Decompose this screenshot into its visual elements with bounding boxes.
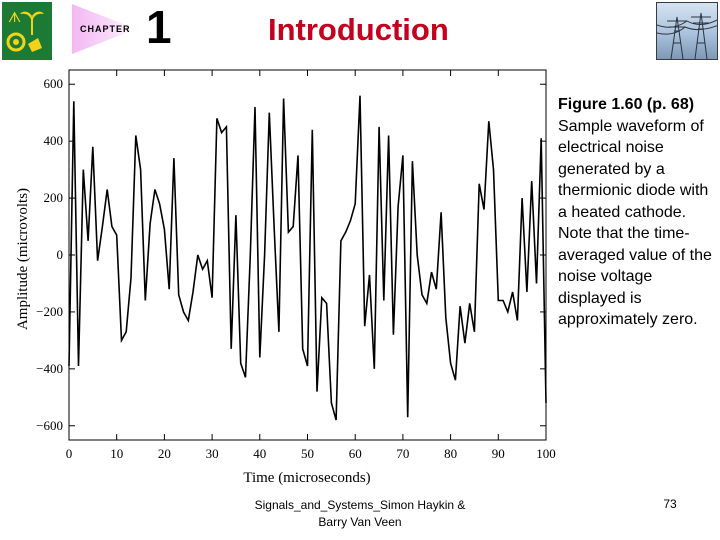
y-tick-label: 200 <box>44 190 64 205</box>
footer-source: Signals_and_Systems_Simon Haykin & Barry… <box>254 498 466 529</box>
y-tick-label: −200 <box>36 304 63 319</box>
x-tick-label: 100 <box>536 446 556 461</box>
figure-description: Sample waveform of electrical noise gene… <box>558 117 712 329</box>
svg-text:ᗑ: ᗑ <box>8 10 21 26</box>
page-number: 73 <box>663 497 677 511</box>
gear-icon <box>6 32 26 52</box>
x-axis-label: Time (microseconds) <box>243 470 370 486</box>
figure-number: Figure 1.60 (p. 68) <box>558 96 695 113</box>
y-tick-label: 400 <box>44 133 64 148</box>
y-tick-label: 600 <box>44 76 64 91</box>
y-tick-label: −400 <box>36 361 63 376</box>
x-tick-label: 30 <box>206 446 219 461</box>
plot-frame <box>68 69 547 441</box>
noise-series-line <box>68 95 547 421</box>
x-tick-label: 10 <box>110 446 123 461</box>
slide-title: Introduction <box>268 12 449 47</box>
x-tick-label: 20 <box>158 446 171 461</box>
university-logo: ᗑ <box>2 2 52 60</box>
palm-icon <box>20 11 44 19</box>
x-tick-label: 90 <box>492 446 505 461</box>
x-tick-label: 0 <box>66 446 73 461</box>
x-tick-label: 50 <box>301 446 314 461</box>
y-tick-label: −600 <box>36 418 63 433</box>
chapter-number: 1 <box>146 1 172 53</box>
noise-waveform-chart: 0 10 20 30 40 50 60 70 80 90 100 −600 −400 −200 0 200 40… <box>15 69 556 486</box>
x-tick-label: 70 <box>396 446 409 461</box>
y-tick-label: 0 <box>57 247 64 262</box>
y-axis-label: Amplitude (microvolts) <box>15 188 31 330</box>
x-tick-label: 40 <box>253 446 266 461</box>
x-tick-label: 60 <box>349 446 362 461</box>
power-lines-photo <box>656 2 718 60</box>
figure-caption: Figure 1.60 (p. 68) Sample waveform of e… <box>558 94 718 331</box>
chapter-label: CHAPTER <box>80 24 131 34</box>
x-tick-label: 80 <box>444 446 457 461</box>
